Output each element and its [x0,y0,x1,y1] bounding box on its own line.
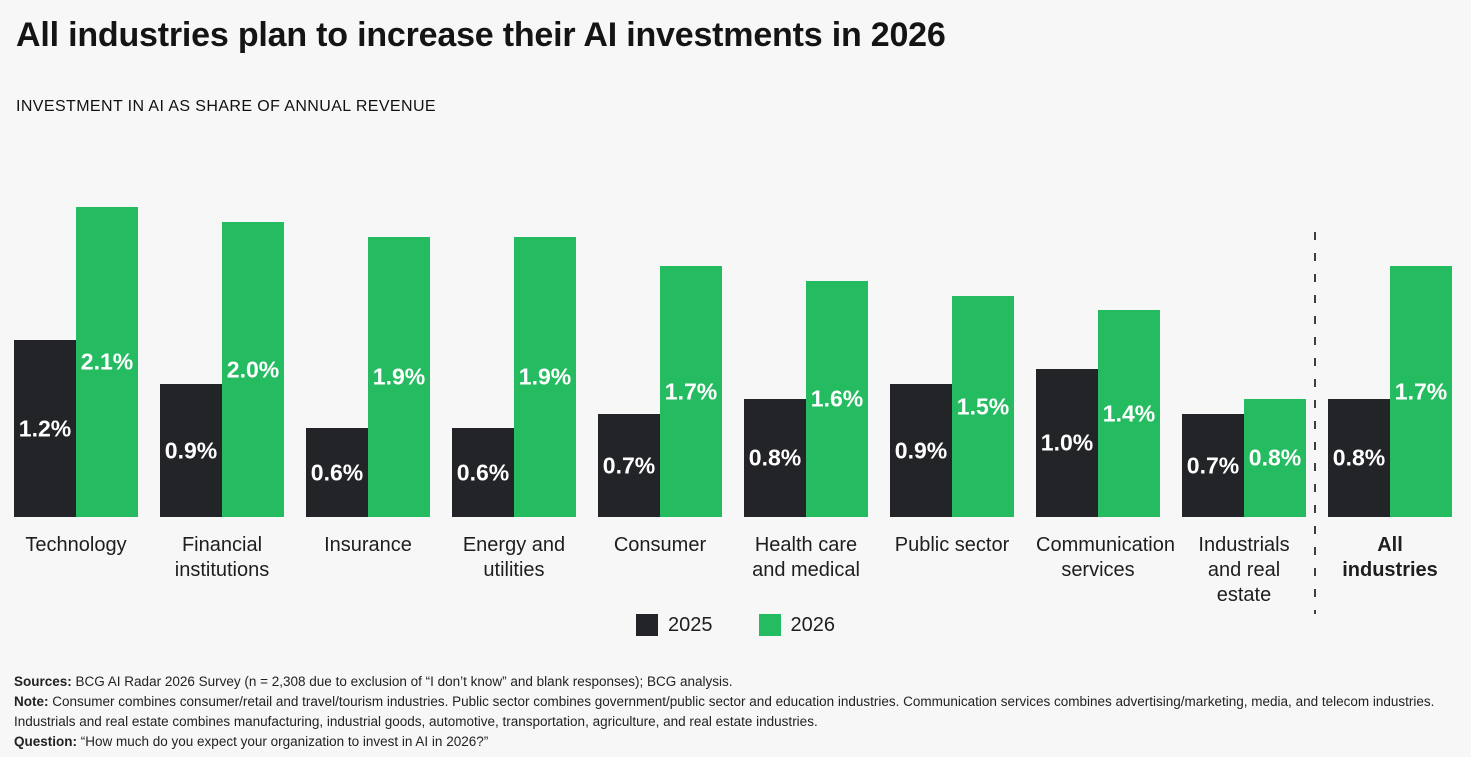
bar-group-all-industries: 0.8% 1.7% [1328,266,1452,518]
category-label-consumer: Consumer [613,534,707,557]
category-label-insurance: Insurance [324,534,412,557]
footnote-line-2: Note: Consumer combines consumer/retail … [14,692,1457,712]
footnotes: Sources: BCG AI Radar 2026 Survey (n = 2… [14,672,1457,752]
category-label-all-industries: All industries [1342,534,1438,582]
bar-2026-technology: 2.1% [76,207,138,518]
bar-value-label-2025-public-sector: 0.9% [894,437,948,464]
footnote-text-2: Consumer combines consumer/retail and tr… [48,694,1435,710]
category-label-technology: Technology [25,534,127,557]
bar-group-insurance: 0.6% 1.9% [306,237,430,518]
bar-group-communication-services: 1.0% 1.4% [1036,310,1160,518]
bar-2025-technology: 1.2% [14,340,76,518]
page-title: All industries plan to increase their AI… [16,16,946,54]
bar-2026-health-care-and-medical: 1.6% [806,281,868,518]
bar-2026-public-sector: 1.5% [952,296,1014,518]
bar-value-label-2026-consumer: 1.7% [664,378,718,405]
all-industries-separator-line [1314,232,1316,615]
bar-value-label-2026-insurance: 1.9% [372,363,426,390]
bar-2025-all-industries: 0.8% [1328,399,1390,518]
bar-2026-communication-services: 1.4% [1098,310,1160,518]
legend-item-2025: 2025 [636,614,713,637]
bar-value-label-2026-financial-institutions: 2.0% [226,356,280,383]
bar-value-label-2025-financial-institutions: 0.9% [164,437,218,464]
category-label-public-sector: Public sector [894,534,1010,557]
footnote-line-4: Question: “How much do you expect your o… [14,732,1457,752]
footnote-line-3: Industrials and real estate combines man… [14,712,1457,732]
bar-group-financial-institutions: 0.9% 2.0% [160,222,284,518]
bar-value-label-2026-energy-and-utilities: 1.9% [518,363,572,390]
bar-value-label-2025-health-care-and-medical: 0.8% [748,444,802,471]
legend-swatch-2025 [636,614,658,637]
bar-value-label-2025-communication-services: 1.0% [1040,429,1094,456]
bar-2025-communication-services: 1.0% [1036,369,1098,518]
bar-2026-all-industries: 1.7% [1390,266,1452,518]
legend: 2025 2026 [14,612,1457,638]
bar-value-label-2025-insurance: 0.6% [310,459,364,486]
bar-value-label-2026-technology: 2.1% [80,348,134,375]
category-label-energy-and-utilities: Energy and utilities [462,534,566,582]
bar-value-label-2025-technology: 1.2% [18,415,72,442]
bar-value-label-2025-consumer: 0.7% [602,452,656,479]
footnote-label-4: Question: [14,734,77,750]
footnote-label-2: Note: [14,694,49,710]
category-label-industrials-and-real-estate: Industrials and real estate [1198,534,1290,607]
bar-value-label-2025-energy-and-utilities: 0.6% [456,459,510,486]
bar-group-energy-and-utilities: 0.6% 1.9% [452,237,576,518]
bar-group-consumer: 0.7% 1.7% [598,266,722,518]
footnote-text-1: BCG AI Radar 2026 Survey (n = 2,308 due … [71,674,733,690]
category-label-communication-services: Communication services [1036,534,1175,582]
category-label-health-care-and-medical: Health care and medical [752,534,860,582]
bar-2026-insurance: 1.9% [368,237,430,518]
footnote-label-1: Sources: [14,674,72,690]
legend-item-2026: 2026 [758,613,836,637]
chart-subtitle: INVESTMENT IN AI AS SHARE OF ANNUAL REVE… [16,98,436,116]
bar-value-label-2026-all-industries: 1.7% [1394,378,1448,405]
bar-value-label-2025-industrials-and-real-estate: 0.7% [1186,452,1240,479]
category-label-financial-institutions: Financial institutions [174,534,270,582]
bar-group-industrials-and-real-estate: 0.7% 0.8% [1182,399,1306,518]
bar-2025-consumer: 0.7% [598,414,660,518]
footnote-text-4: “How much do you expect your organizatio… [77,734,489,750]
bar-group-public-sector: 0.9% 1.5% [890,296,1014,518]
bar-value-label-2026-health-care-and-medical: 1.6% [810,385,864,412]
bar-2025-public-sector: 0.9% [890,384,952,518]
legend-label-2026: 2026 [790,613,836,636]
bar-value-label-2026-public-sector: 1.5% [956,393,1010,420]
legend-swatch-2026 [758,614,781,637]
bar-2025-energy-and-utilities: 0.6% [452,428,514,518]
bar-2026-industrials-and-real-estate: 0.8% [1244,399,1306,518]
bar-chart: 1.2% 2.1% 0.9% 2.0% 0.6% 1.9% 0.6% 1.9% 0.7% 1.7%… [14,207,1457,638]
footnote-line-1: Sources: BCG AI Radar 2026 Survey (n = 2… [14,672,1457,692]
footnote-text-3: Industrials and real estate combines man… [14,714,818,730]
bar-2026-financial-institutions: 2.0% [222,222,284,518]
bar-2026-consumer: 1.7% [660,266,722,518]
bar-group-technology: 1.2% 2.1% [14,207,138,518]
bars-area: 1.2% 2.1% 0.9% 2.0% 0.6% 1.9% 0.6% 1.9% 0.7% 1.7%… [14,207,1457,518]
bar-value-label-2026-industrials-and-real-estate: 0.8% [1248,444,1302,471]
bar-value-label-2025-all-industries: 0.8% [1332,444,1386,471]
legend-label-2025: 2025 [668,613,713,636]
bar-2025-financial-institutions: 0.9% [160,384,222,518]
bar-2025-health-care-and-medical: 0.8% [744,399,806,518]
bar-value-label-2026-communication-services: 1.4% [1102,400,1156,427]
bar-2025-insurance: 0.6% [306,428,368,518]
bar-2025-industrials-and-real-estate: 0.7% [1182,414,1244,518]
bar-group-health-care-and-medical: 0.8% 1.6% [744,281,868,518]
bar-2026-energy-and-utilities: 1.9% [514,237,576,518]
category-labels-row: Technology Financial institutions Insuranc… [14,533,1457,608]
